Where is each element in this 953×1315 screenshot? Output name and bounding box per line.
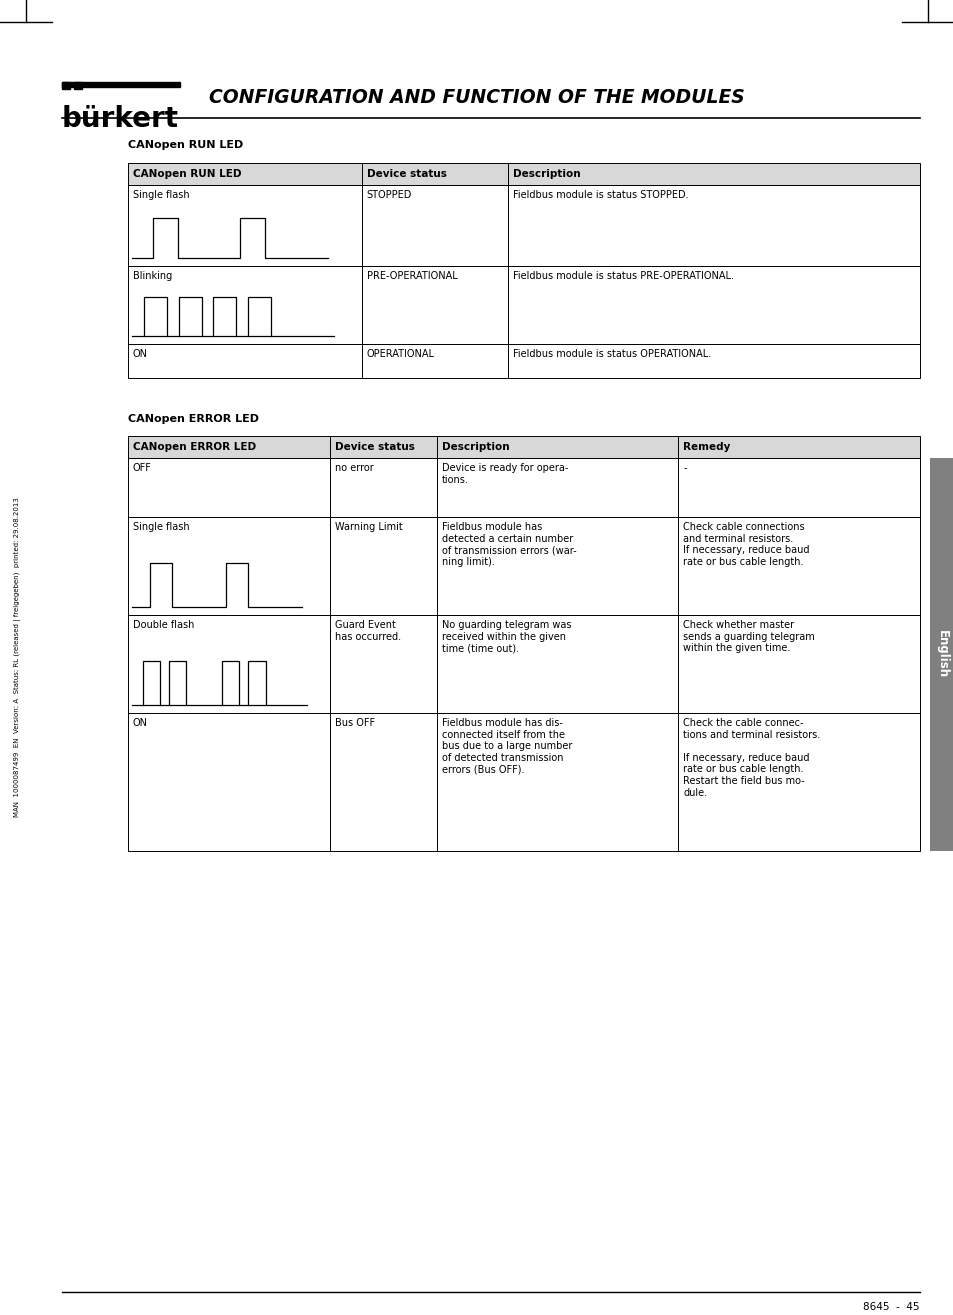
- Bar: [128, 517, 919, 615]
- Bar: [74, 82, 82, 89]
- Text: CANopen ERROR LED: CANopen ERROR LED: [128, 414, 258, 423]
- Text: Description: Description: [513, 170, 580, 179]
- Text: Blinking: Blinking: [132, 271, 172, 281]
- Text: bürkert: bürkert: [62, 105, 179, 133]
- Bar: [128, 185, 919, 266]
- Text: CONFIGURATION AND FUNCTION OF THE MODULES: CONFIGURATION AND FUNCTION OF THE MODULE…: [209, 88, 744, 107]
- Text: Single flash: Single flash: [132, 189, 190, 200]
- Text: English: English: [935, 630, 947, 679]
- Text: OFF: OFF: [132, 463, 152, 473]
- Bar: [62, 82, 180, 87]
- Text: Check whether master
sends a guarding telegram
within the given time.: Check whether master sends a guarding te…: [682, 619, 814, 654]
- Text: Device is ready for opera-
tions.: Device is ready for opera- tions.: [441, 463, 568, 485]
- Text: Device status: Device status: [335, 442, 415, 452]
- Text: No guarding telegram was
received within the given
time (time out).: No guarding telegram was received within…: [441, 619, 571, 654]
- Bar: [128, 345, 919, 377]
- Text: ON: ON: [132, 348, 148, 359]
- Bar: [128, 437, 919, 458]
- Text: MAN  1000087499  EN  Version: A  Status: RL (released | freigegeben)  printed: 2: MAN 1000087499 EN Version: A Status: RL …: [14, 497, 22, 818]
- Bar: [128, 615, 919, 713]
- Text: STOPPED: STOPPED: [366, 189, 412, 200]
- Text: Warning Limit: Warning Limit: [335, 522, 402, 533]
- Text: OPERATIONAL: OPERATIONAL: [366, 348, 435, 359]
- Text: Fieldbus module is status PRE-OPERATIONAL.: Fieldbus module is status PRE-OPERATIONA…: [513, 271, 734, 281]
- Bar: [128, 713, 919, 851]
- Text: Check the cable connec-
tions and terminal resistors.

If necessary, reduce baud: Check the cable connec- tions and termin…: [682, 718, 820, 798]
- Text: Fieldbus module is status STOPPED.: Fieldbus module is status STOPPED.: [513, 189, 688, 200]
- Bar: [128, 163, 919, 185]
- Text: Check cable connections
and terminal resistors.
If necessary, reduce baud
rate o: Check cable connections and terminal res…: [682, 522, 809, 567]
- Text: CANopen RUN LED: CANopen RUN LED: [132, 170, 241, 179]
- Text: CANopen RUN LED: CANopen RUN LED: [128, 139, 243, 150]
- Text: Guard Event
has occurred.: Guard Event has occurred.: [335, 619, 400, 642]
- Text: Device status: Device status: [366, 170, 446, 179]
- Text: -: -: [682, 463, 686, 473]
- Text: Fieldbus module is status OPERATIONAL.: Fieldbus module is status OPERATIONAL.: [513, 348, 711, 359]
- Text: Single flash: Single flash: [132, 522, 190, 533]
- Text: Double flash: Double flash: [132, 619, 194, 630]
- Bar: [128, 266, 919, 345]
- Text: Fieldbus module has dis-
connected itself from the
bus due to a large number
of : Fieldbus module has dis- connected itsel…: [441, 718, 572, 775]
- Bar: [128, 458, 919, 517]
- Text: Fieldbus module has
detected a certain number
of transmission errors (war-
ning : Fieldbus module has detected a certain n…: [441, 522, 576, 567]
- Text: no error: no error: [335, 463, 374, 473]
- Text: CANopen ERROR LED: CANopen ERROR LED: [132, 442, 255, 452]
- Text: PRE-OPERATIONAL: PRE-OPERATIONAL: [366, 271, 456, 281]
- Text: 8645  -  45: 8645 - 45: [862, 1302, 919, 1312]
- Bar: [62, 82, 70, 89]
- Text: ON: ON: [132, 718, 148, 729]
- Text: Remedy: Remedy: [682, 442, 730, 452]
- Text: Bus OFF: Bus OFF: [335, 718, 375, 729]
- Text: Description: Description: [441, 442, 509, 452]
- Bar: [929, 458, 953, 851]
